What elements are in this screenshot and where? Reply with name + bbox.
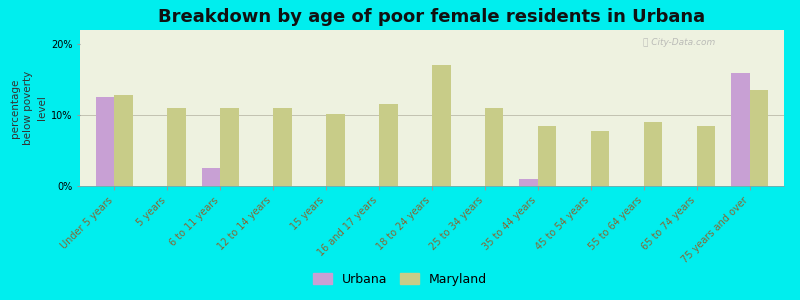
Title: Breakdown by age of poor female residents in Urbana: Breakdown by age of poor female resident…	[158, 8, 706, 26]
Bar	[202, 168, 220, 186]
Bar	[220, 108, 238, 186]
Bar	[538, 126, 556, 186]
Bar	[326, 114, 345, 186]
Y-axis label: percentage
below poverty
level: percentage below poverty level	[10, 71, 46, 145]
Bar	[114, 95, 133, 186]
Bar	[750, 90, 768, 186]
Bar	[274, 108, 292, 186]
Bar	[432, 65, 450, 186]
Bar	[167, 108, 186, 186]
Text: Ⓣ City-Data.com: Ⓣ City-Data.com	[643, 38, 715, 47]
Bar	[519, 179, 538, 186]
Bar	[731, 73, 750, 186]
Legend: Urbana, Maryland: Urbana, Maryland	[308, 268, 492, 291]
Bar	[485, 108, 503, 186]
Bar	[379, 104, 398, 186]
Bar	[644, 122, 662, 186]
Bar	[590, 131, 610, 186]
Bar	[697, 126, 715, 186]
Bar	[96, 98, 114, 186]
